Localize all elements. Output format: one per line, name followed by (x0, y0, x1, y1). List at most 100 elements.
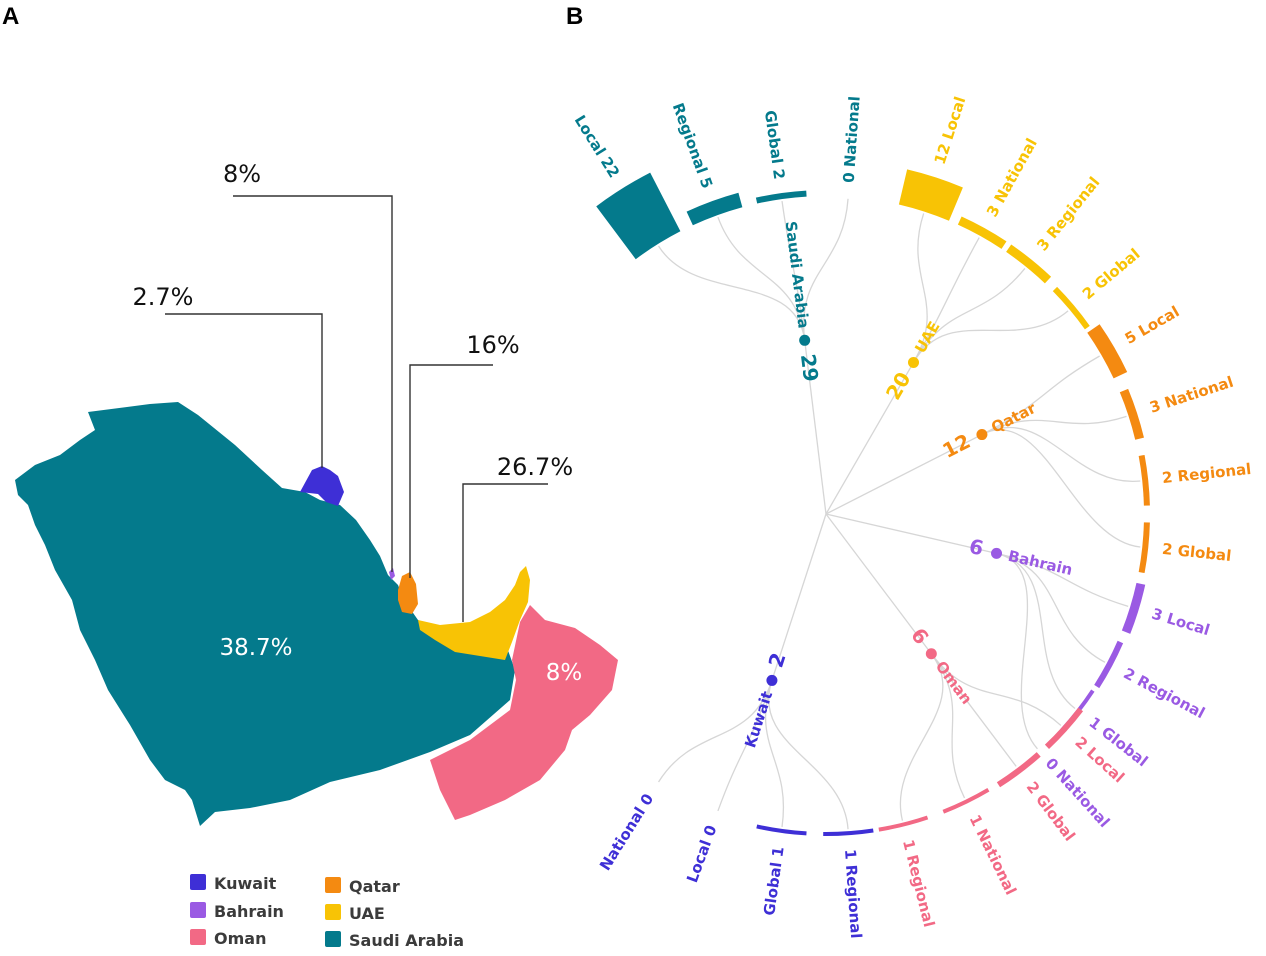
bar-qatar-2-regional (1138, 454, 1150, 506)
bar-kuwait-global-1 (756, 824, 807, 836)
tree-link-saudi-global-2 (781, 200, 806, 341)
bar-uae-3-national (957, 216, 1007, 249)
node-qatar (976, 429, 988, 441)
bar-kuwait-1-regional (823, 828, 874, 837)
country-count-uae: 20 (881, 368, 916, 404)
legend-swatch-qatar (325, 877, 341, 893)
bar-saudi-global-2 (755, 190, 807, 204)
bar-uae-2-global (1052, 286, 1090, 330)
uae-leader-line (462, 483, 548, 622)
leaf-label-saudi-regional-5: Regional 5 (669, 101, 717, 191)
leaf-label-qatar-2-regional: 2 Regional (1161, 460, 1252, 487)
leaf-label-uae-3-national: 3 National (983, 135, 1041, 220)
bar-oman-2-global (996, 752, 1041, 788)
legend-label-bahrain: Bahrain (214, 902, 284, 921)
tree-link-oman-2-local (930, 653, 1062, 726)
tree-link-kuwait-1-regional (768, 680, 849, 830)
kuwait-leader-line (165, 313, 323, 468)
country-count-qatar: 12 (939, 429, 975, 463)
tree-link-qatar-3-national (981, 415, 1127, 436)
leaf-label-oman-1-national: 1 National (966, 812, 1020, 898)
saudi-arabia-region (15, 402, 515, 826)
country-count-saudi: 29 (796, 353, 823, 384)
bar-qatar-3-national (1119, 388, 1144, 440)
bahrain-callout: 8% (223, 160, 261, 188)
country-label-qatar: Qatar (988, 399, 1039, 437)
legend-swatch-bahrain (190, 902, 206, 918)
saudi-percent-label: 38.7% (219, 635, 292, 661)
node-bahrain (991, 547, 1003, 559)
tree-link-oman-1-regional (899, 653, 944, 821)
country-label-oman: Oman (932, 658, 976, 708)
legend-swatch-kuwait (190, 874, 206, 890)
leaf-label-qatar-3-national: 3 National (1147, 373, 1235, 417)
node-uae (908, 356, 919, 368)
tree-link-kuwait (771, 513, 827, 681)
bahrain-leader-line (233, 195, 393, 572)
legend-label-uae: UAE (349, 904, 385, 923)
map-legend: Kuwait Bahrain Oman Qatar UAE Saudi Arab… (190, 874, 464, 950)
tree-link-oman (825, 513, 932, 655)
tree-link-bahrain-2-regional (996, 552, 1106, 663)
tree-link-bahrain-0-national (996, 552, 1038, 750)
tree-link-uae-2-global (912, 310, 1069, 363)
node-kuwait (766, 674, 778, 686)
node-oman (925, 648, 937, 660)
tree-link-oman-1-national (930, 653, 966, 799)
leaf-label-uae-2-global: 2 Global (1079, 245, 1144, 303)
kuwait-callout: 2.7% (133, 283, 194, 311)
tree-link-saudi-local-22 (657, 245, 806, 341)
tree-link-uae-3-regional (912, 268, 1026, 363)
bar-uae-3-regional (1006, 244, 1052, 284)
country-count-kuwait: 2 (763, 650, 790, 671)
tree-link-qatar-2-regional (981, 426, 1141, 482)
radial-tree: Local 22 Regional 5 Global 2 0 National Saud… (571, 94, 1252, 939)
country-count-bahrain: 6 (967, 534, 986, 561)
legend-label-saudi: Saudi Arabia (349, 931, 464, 950)
leaf-label-bahrain-3-local: 3 Local (1150, 605, 1212, 640)
qatar-leader-line (409, 364, 493, 578)
kuwait-region (300, 466, 344, 506)
panel-b-letter: B (566, 3, 583, 30)
tree-link-bahrain-3-local (996, 552, 1129, 608)
leaf-label-kuwait-national-0: National 0 (596, 791, 657, 874)
panel-a-letter: A (2, 3, 19, 30)
bar-saudi-local-22 (596, 172, 681, 260)
leaf-label-uae-12-local: 12 Local (931, 94, 970, 166)
bar-qatar-2-global (1138, 522, 1150, 574)
tree-link-qatar-2-global (981, 429, 1141, 548)
oman-percent-label: 8% (546, 660, 583, 686)
tree-link-qatar (825, 433, 983, 515)
bar-saudi-regional-5 (686, 192, 743, 226)
map-panel: 38.7% 8% 8% 2.7% 16% 26.7% Kuwait Bahrai… (15, 160, 618, 950)
legend-label-qatar: Qatar (349, 877, 400, 896)
legend-swatch-saudi (325, 931, 341, 947)
bar-bahrain-3-local (1121, 582, 1146, 634)
tree-link-saudi (804, 340, 827, 515)
bar-oman-1-national (942, 787, 990, 814)
country-label-saudi: Saudi Arabia (782, 220, 813, 329)
leaf-label-qatar-2-global: 2 Global (1161, 540, 1232, 565)
country-count-oman: 6 (906, 623, 934, 649)
tree-link-kuwait-local-0 (717, 680, 773, 812)
leaf-label-oman-1-regional: 1 Regional (899, 838, 938, 929)
bar-oman-1-regional (878, 815, 929, 832)
tree-link-saudi-regional-5 (717, 216, 806, 341)
uae-region (418, 566, 530, 660)
legend-swatch-oman (190, 929, 206, 945)
leaf-label-uae-3-regional: 3 Regional (1033, 173, 1103, 254)
tree-link-bahrain (825, 513, 997, 554)
bahrain-region (389, 568, 395, 580)
node-saudi (799, 334, 811, 346)
tree-link-kuwait-global-1 (764, 680, 784, 828)
leaf-label-saudi-local-22: Local 22 (571, 112, 623, 181)
leaf-label-kuwait-local-0: Local 0 (683, 823, 720, 885)
bar-bahrain-2-regional (1094, 640, 1124, 689)
bar-qatar-5-local (1087, 324, 1128, 379)
tree-link-oman-2-global (930, 653, 1017, 767)
legend-label-kuwait: Kuwait (214, 874, 277, 893)
bar-oman-2-local (1044, 707, 1084, 750)
tree-link-uae-12-local (912, 213, 928, 363)
bar-uae-12-local (898, 169, 963, 221)
